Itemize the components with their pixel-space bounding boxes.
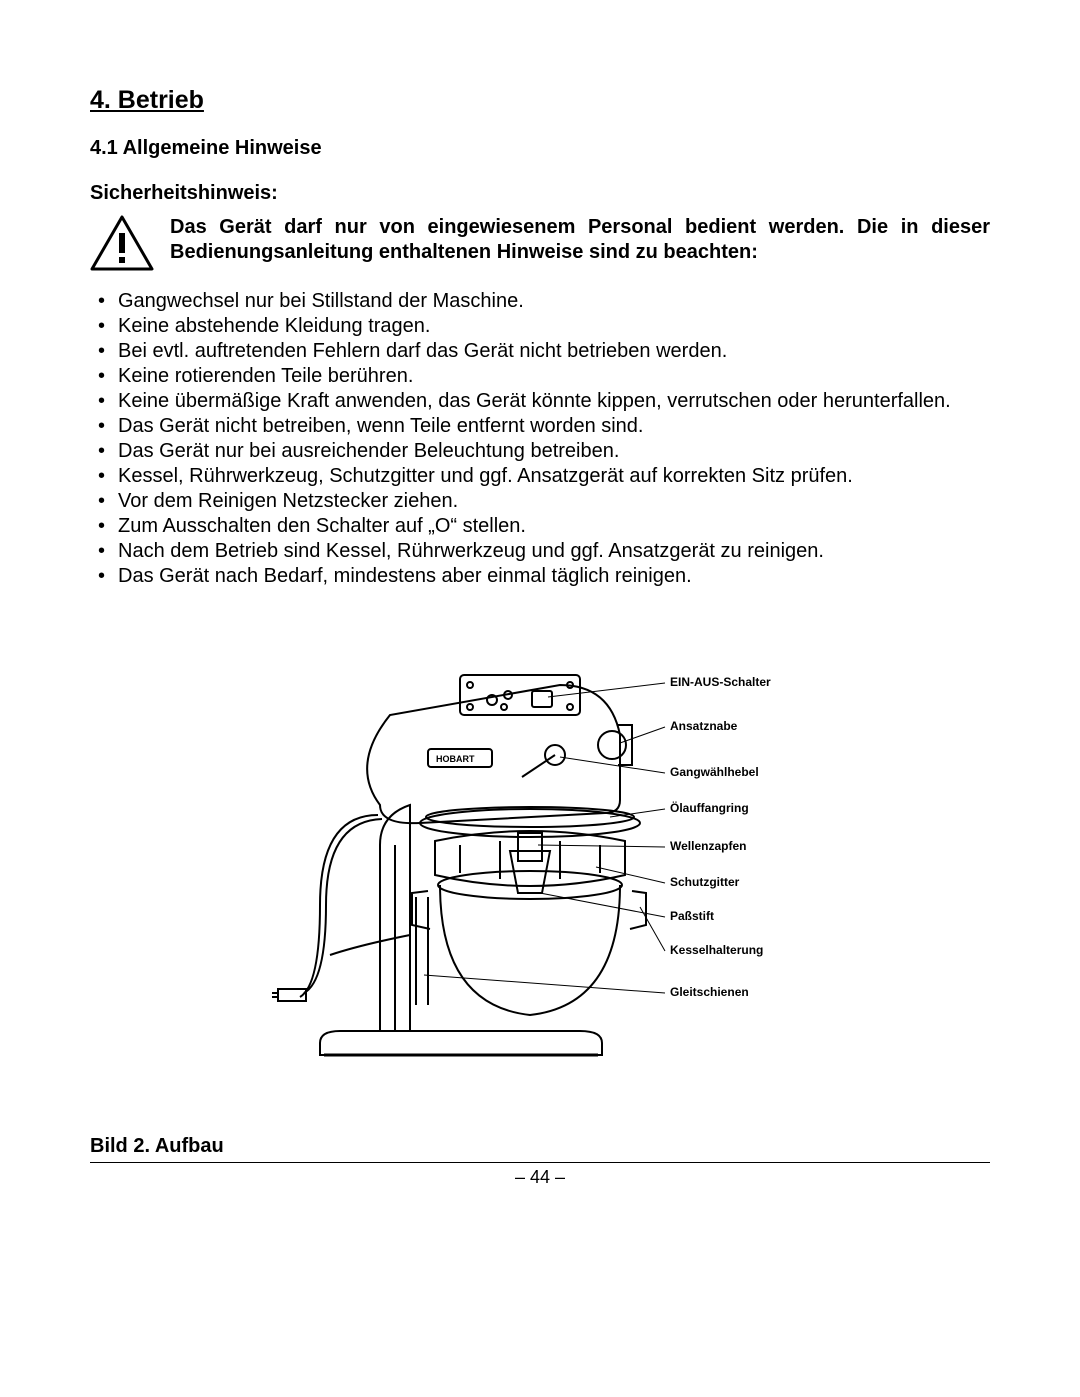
hints-list: Gangwechsel nur bei Stillstand der Masch… [90,289,990,589]
brand-label: HOBART [436,754,475,764]
section-heading: 4. Betrieb [90,86,990,115]
list-item: Bei evtl. auftretenden Fehlern darf das … [90,339,990,364]
list-item: Keine übermäßige Kraft anwenden, das Ger… [90,389,990,414]
callout-ein-aus: EIN-AUS-Schalter [670,675,771,689]
warning-triangle-icon [90,215,154,271]
list-item: Das Gerät nicht betreiben, wenn Teile en… [90,414,990,439]
callout-gleitschienen: Gleitschienen [670,985,749,999]
subsection-heading: 4.1 Allgemeine Hinweise [90,137,990,160]
list-item: Kessel, Rührwerkzeug, Schutzgitter und g… [90,464,990,489]
callout-kesselhalterung: Kesselhalterung [670,943,763,957]
callout-passstift: Paßstift [670,909,714,923]
list-item: Nach dem Betrieb sind Kessel, Rührwerkze… [90,539,990,564]
list-item: Das Gerät nur bei ausreichender Beleucht… [90,439,990,464]
list-item: Keine rotierenden Teile berühren. [90,364,990,389]
footer-rule [90,1162,990,1163]
callout-oelauffangring: Ölauffangring [670,801,749,815]
callout-wellenzapfen: Wellenzapfen [670,839,746,853]
callout-ansatznabe: Ansatznabe [670,719,737,733]
page-number: – 44 – [90,1167,990,1188]
warning-block: Das Gerät darf nur von eingewiesenem Per… [90,215,990,271]
list-item: Gangwechsel nur bei Stillstand der Masch… [90,289,990,314]
list-item: Keine abstehende Kleidung tragen. [90,314,990,339]
callout-schutzgitter: Schutzgitter [670,875,739,889]
list-item: Das Gerät nach Bedarf, mindestens aber e… [90,564,990,589]
list-item: Zum Ausschalten den Schalter auf „O“ ste… [90,514,990,539]
list-item: Vor dem Reinigen Netzstecker ziehen. [90,489,990,514]
warning-text: Das Gerät darf nur von eingewiesenem Per… [170,215,990,265]
figure: HOBART EIN-AUS-Schalter Ansatznabe Gangw… [90,645,990,1085]
safety-heading: Sicherheitshinweis: [90,182,990,205]
mixer-diagram-icon: HOBART [260,645,820,1085]
figure-caption: Bild 2. Aufbau [90,1135,990,1158]
callout-gangwaehlhebel: Gangwählhebel [670,765,759,779]
